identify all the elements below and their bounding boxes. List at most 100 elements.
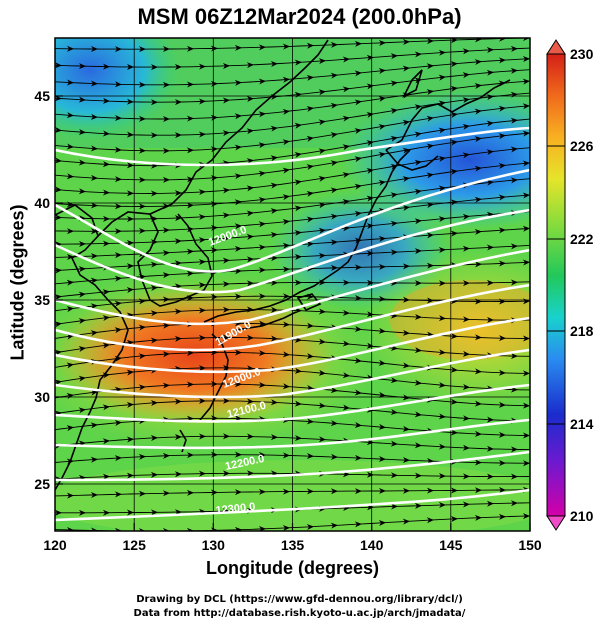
wind-arrow-icon [294,253,302,260]
wind-arrow-icon [498,162,506,169]
y-axis-label: Latitude (degrees) [7,204,28,361]
wind-arrow-icon [174,238,182,245]
wind-arrow-icon [390,108,398,114]
wind-arrow-icon [150,132,158,139]
wind-arrow-icon [390,53,398,60]
wind-arrow-icon [510,177,518,184]
wind-arrow-icon [402,425,410,432]
wind-arrow-icon [175,28,182,34]
credit-line-1: Drawing by DCL (https://www.gfd-dennou.o… [136,594,463,605]
wind-arrow-icon [474,59,482,66]
wind-arrow-icon [402,176,410,183]
wind-arrow-icon [294,367,302,374]
wind-arrow-icon [354,454,362,461]
wind-arrow-icon [414,248,422,255]
wind-arrow-icon [391,26,398,32]
wind-arrow-icon [450,230,458,237]
wind-arrow-icon [330,102,338,109]
wind-arrow-icon [270,434,278,441]
wind-arrow-icon [366,471,374,478]
wind-arrow-icon [522,370,530,377]
wind-arrow-icon [342,309,350,316]
wind-arrow-icon [366,439,374,446]
y-tick-label: 35 [34,292,50,308]
wind-arrow-icon [150,261,158,268]
wind-arrow-icon [390,220,398,227]
wind-arrow-icon [438,280,446,287]
wind-arrow-icon [426,487,434,494]
wind-arrow-icon [378,235,386,242]
wind-arrow-icon [90,389,98,396]
y-tick-label: 30 [34,389,50,405]
wind-arrow-icon [246,62,254,69]
wind-arrow-icon [462,444,470,451]
wind-arrow-icon [510,473,518,480]
wind-arrow-icon [258,293,266,300]
wind-arrow-icon [174,434,182,441]
wind-arrow-icon [198,307,206,314]
wind-arrow-icon [234,113,242,120]
wind-arrow-icon [474,459,482,466]
wind-arrow-icon [270,231,278,238]
wind-arrow-icon [462,316,470,323]
wind-arrow-icon [402,65,410,72]
wind-arrow-icon [222,334,230,341]
wind-arrow-icon [234,451,242,458]
wind-arrow-icon [342,404,350,411]
wind-arrow-icon [282,293,290,300]
wind-arrow-icon [90,492,98,499]
wind-arrow-icon [306,164,314,171]
wind-arrow-icon [78,375,86,382]
wind-arrow-icon [462,152,470,159]
wind-arrow-icon [174,215,182,222]
wind-arrow-icon [90,45,98,52]
wind-arrow-icon [78,96,86,103]
x-tick-label: 150 [518,537,542,553]
wind-arrow-icon [414,280,422,287]
wind-arrow-icon [378,179,386,186]
wind-arrow-icon [378,455,386,462]
wind-arrow-icon [354,70,362,77]
wind-arrow-icon [438,315,446,322]
wind-arrow-icon [474,261,482,268]
wind-arrow-icon [426,89,434,96]
wind-arrow-icon [462,72,470,79]
wind-arrow-icon [270,255,278,262]
wind-arrow-icon [342,172,350,178]
wind-arrow-icon [247,27,254,33]
wind-arrow-icon [414,104,422,111]
wind-arrow-icon [342,340,350,347]
wind-arrow-icon [366,342,374,349]
wind-arrow-icon [450,398,458,405]
wind-arrow-icon [402,205,410,211]
axis-ticks [54,95,531,531]
wind-arrow-icon [474,400,482,407]
wind-arrow-icon [282,452,290,459]
wind-arrow-icon [486,149,494,156]
wind-arrow-icon [318,402,326,409]
wind-arrow-icon [522,402,530,409]
wind-arrow-icon [498,401,506,408]
y-tick-label: 40 [34,195,50,211]
wind-arrow-icon [354,295,362,302]
wind-arrow-icon [414,472,422,479]
wind-arrow-icon [354,488,362,495]
page-title: MSM 06Z12Mar2024 (200.0hPa) [137,4,462,29]
wind-arrow-icon [234,223,242,230]
wind-arrow-icon [318,308,326,315]
wind-arrow-icon [462,213,470,220]
wind-arrow-icon [330,41,338,48]
wind-arrow-icon [414,411,422,418]
wind-arrow-icon [367,26,374,32]
wind-arrow-icon [198,258,206,265]
wind-arrow-icon [126,63,134,70]
wind-arrow-icon [390,503,398,510]
wind-arrow-icon [378,263,386,270]
wind-arrow-icon [330,160,338,167]
wind-arrow-icon [162,46,170,53]
wind-arrow-icon [282,194,290,201]
wind-arrow-icon [90,202,98,209]
wind-arrow-icon [271,27,278,33]
wind-arrow-icon [222,433,230,440]
wind-arrow-icon [462,383,470,390]
